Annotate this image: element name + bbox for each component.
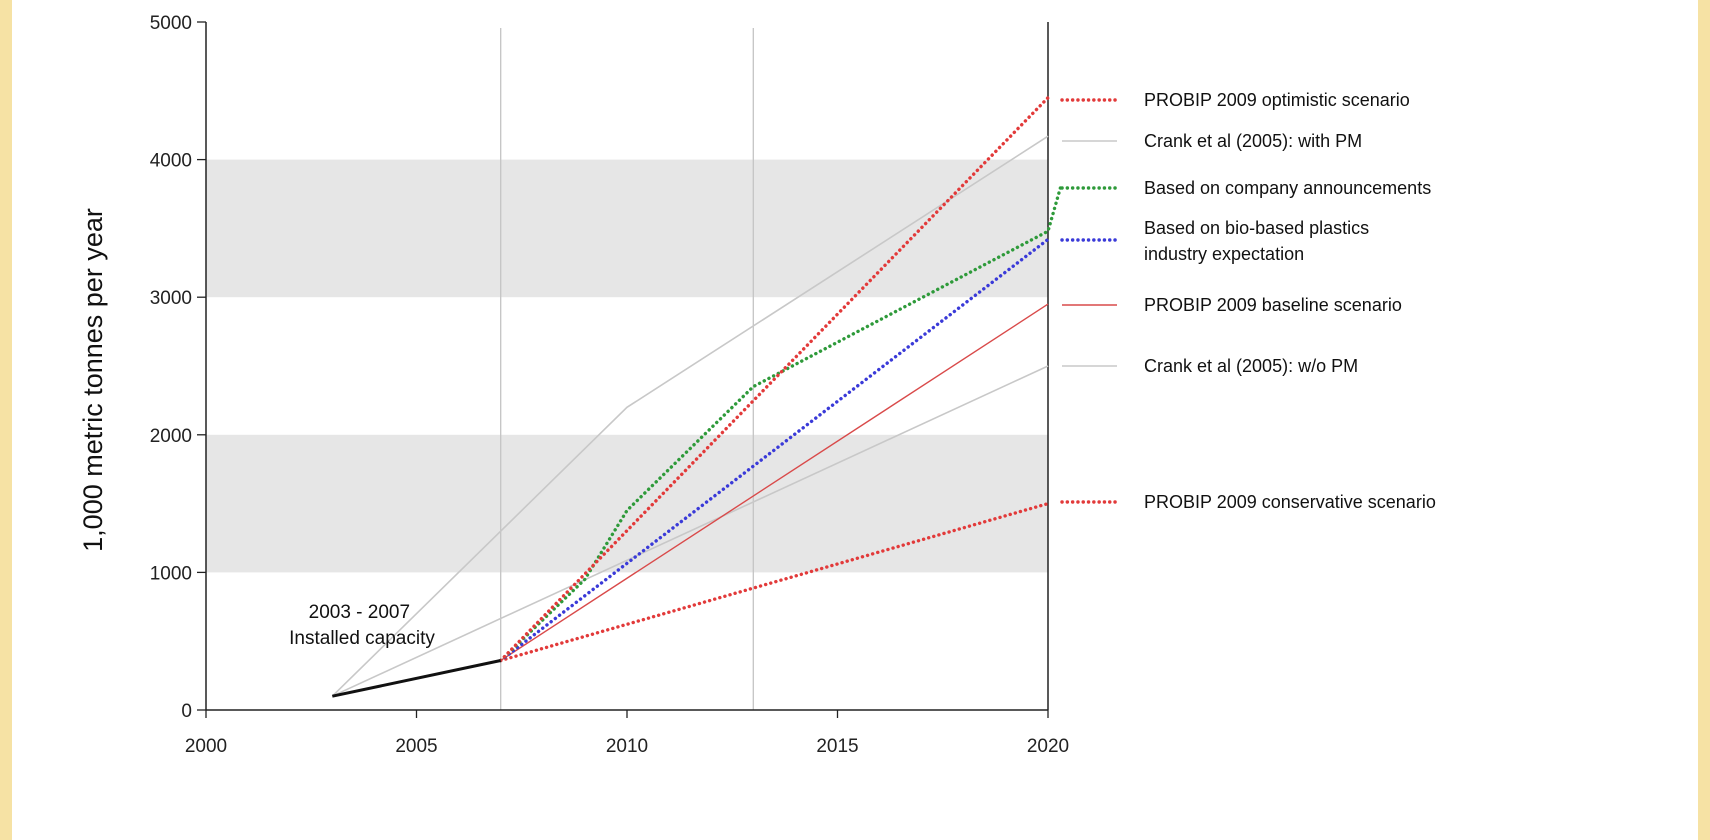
annotation-line-2: Installed capacity: [289, 628, 435, 649]
legend-label-line-2: industry expectation: [1144, 244, 1304, 264]
series-line-5: [500, 303, 1049, 662]
legend-label-2: Crank et al (2005): with PM: [1144, 131, 1362, 151]
line-chart: 0 1000 2000 3000 4000 5000 2000 2005 2010 2015 202…: [78, 13, 1436, 757]
legend-label-4: Based on bio-based plastics industry expe…: [1144, 218, 1369, 264]
legend-label-5: PROBIP 2009 baseline scenario: [1144, 295, 1402, 315]
y-tick-label-4000: 4000: [150, 151, 192, 172]
series-line-6: [331, 365, 1049, 697]
x-tick-label-2020: 2020: [1027, 736, 1069, 757]
x-tick-label-2015: 2015: [816, 736, 858, 757]
series-line-4: [499, 237, 1050, 663]
legend-label-3: Based on company announcements: [1144, 178, 1431, 198]
grid-band-1: [206, 434, 1048, 573]
series-line-1: [499, 95, 1050, 663]
x-tick-label-2000: 2000: [185, 736, 227, 757]
x-tick-label-2005: 2005: [395, 736, 437, 757]
y-tick-label-3000: 3000: [150, 288, 192, 309]
legend-label-line-1: Based on bio-based plastics: [1144, 218, 1369, 238]
y-tick-label-1000: 1000: [150, 563, 192, 584]
y-tick-label-0: 0: [181, 701, 192, 722]
legend-label-6: Crank et al (2005): w/o PM: [1144, 356, 1358, 376]
y-tick-label-2000: 2000: [150, 426, 192, 447]
chart-frame: 0 1000 2000 3000 4000 5000 2000 2005 2010 2015 202…: [12, 0, 1698, 840]
grid-band-2: [206, 159, 1048, 298]
x-tick-label-2010: 2010: [606, 736, 648, 757]
series-line-7: [499, 501, 1050, 663]
legend-label-1: PROBIP 2009 optimistic scenario: [1144, 90, 1410, 110]
series-line-2: [331, 135, 1049, 697]
series-line-3: [499, 185, 1063, 663]
installed-capacity-line: [331, 659, 502, 698]
y-tick-label-5000: 5000: [150, 13, 192, 34]
annotation-line-1: 2003 - 2007: [309, 602, 410, 623]
legend-label-7: PROBIP 2009 conservative scenario: [1144, 492, 1436, 512]
installed-capacity-annotation: 2003 - 2007 Installed capacity: [289, 602, 435, 649]
y-axis-label: 1,000 metric tonnes per year: [78, 208, 108, 552]
